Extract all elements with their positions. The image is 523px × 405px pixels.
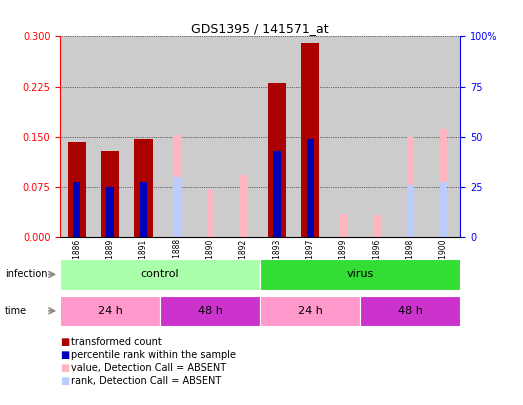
Bar <box>301 43 320 237</box>
Text: transformed count: transformed count <box>71 337 162 347</box>
Bar <box>107 187 114 237</box>
Bar <box>427 36 460 237</box>
Bar <box>60 296 160 326</box>
Text: 48 h: 48 h <box>198 306 223 316</box>
Bar <box>394 36 427 237</box>
Bar <box>73 182 81 237</box>
Bar <box>60 36 94 237</box>
Bar <box>140 182 147 237</box>
Text: virus: virus <box>347 269 374 279</box>
Bar <box>207 189 214 237</box>
Text: ■: ■ <box>60 376 70 386</box>
Text: rank, Detection Call = ABSENT: rank, Detection Call = ABSENT <box>71 376 221 386</box>
Bar <box>360 36 393 237</box>
Text: control: control <box>141 269 179 279</box>
Bar <box>160 296 260 326</box>
Bar <box>293 36 327 237</box>
Text: infection: infection <box>5 269 48 279</box>
Bar <box>268 83 286 237</box>
Bar <box>240 175 247 237</box>
Bar <box>160 36 194 237</box>
Bar <box>406 185 414 237</box>
Bar <box>360 296 460 326</box>
Text: 48 h: 48 h <box>398 306 423 316</box>
Bar <box>340 213 347 237</box>
Bar <box>406 137 414 237</box>
Bar <box>173 177 180 237</box>
Bar <box>440 182 447 237</box>
Text: ■: ■ <box>60 363 70 373</box>
Text: ■: ■ <box>60 337 70 347</box>
Bar <box>260 296 360 326</box>
Bar <box>373 215 381 237</box>
Bar <box>260 259 460 290</box>
Bar <box>440 129 447 237</box>
Text: 24 h: 24 h <box>298 306 323 316</box>
Bar <box>327 36 360 237</box>
Text: ■: ■ <box>60 350 70 360</box>
Title: GDS1395 / 141571_at: GDS1395 / 141571_at <box>191 22 329 35</box>
Bar <box>227 36 260 237</box>
Bar <box>60 259 260 290</box>
Bar <box>134 139 153 237</box>
Bar <box>306 139 314 237</box>
Bar <box>67 142 86 237</box>
Text: percentile rank within the sample: percentile rank within the sample <box>71 350 235 360</box>
Text: value, Detection Call = ABSENT: value, Detection Call = ABSENT <box>71 363 226 373</box>
Text: 24 h: 24 h <box>98 306 122 316</box>
Bar <box>173 135 180 237</box>
Bar <box>273 151 280 237</box>
Bar <box>94 36 127 237</box>
Bar <box>194 36 227 237</box>
Text: time: time <box>5 306 27 316</box>
Bar <box>127 36 160 237</box>
Bar <box>101 151 119 237</box>
Bar <box>260 36 293 237</box>
